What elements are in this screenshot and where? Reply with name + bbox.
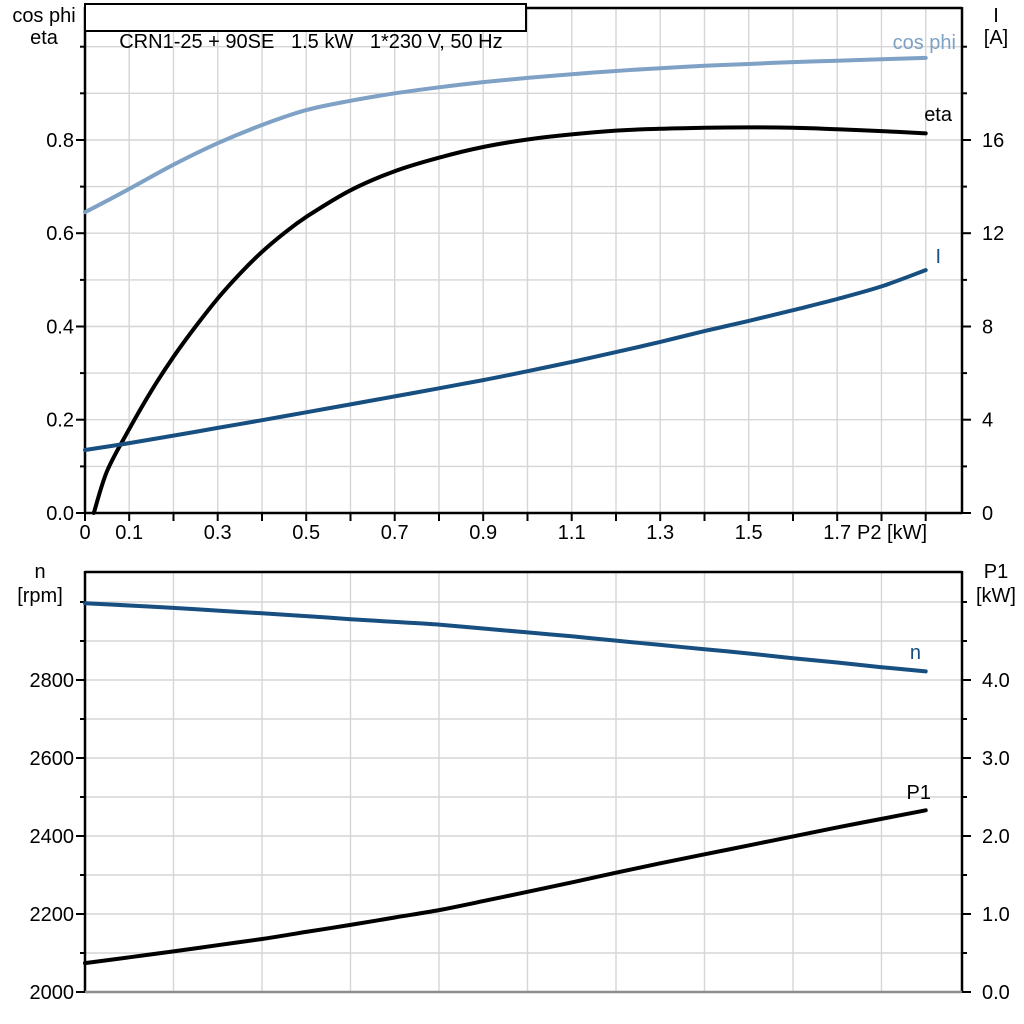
curve-label-I: I	[935, 246, 941, 268]
right-tick-label: 8	[982, 317, 993, 339]
left-tick-label: 2000	[30, 982, 75, 1004]
right-tick-label: 2.0	[982, 826, 1010, 848]
right-axis-header: [A]	[984, 27, 1008, 49]
gridlines	[85, 8, 962, 513]
left-tick-label: 0.4	[46, 317, 74, 339]
x-tick-label: 0.1	[115, 522, 143, 544]
right-tick-label: 0	[982, 503, 993, 525]
right-tick-label: 16	[982, 130, 1004, 152]
x-axis-title: P2 [kW]	[857, 522, 927, 544]
right-tick-label: 4	[982, 410, 993, 432]
plot-frame	[83, 6, 964, 515]
right-axis-header: P1	[984, 561, 1008, 583]
x-tick-label: 0	[79, 522, 90, 544]
right-tick-label: 12	[982, 223, 1004, 245]
x-tick-label: 1.7	[823, 522, 851, 544]
right-tick-label: 3.0	[982, 748, 1010, 770]
right-axis-header: I	[993, 5, 999, 27]
right-tick-label: 4.0	[982, 670, 1010, 692]
x-tick-label: 1.5	[735, 522, 763, 544]
left-tick-label: 2600	[30, 748, 75, 770]
left-axis-header: n	[34, 561, 45, 583]
left-tick-label: 2800	[30, 670, 75, 692]
chart-title: CRN1-25 + 90SE 1.5 kW 1*230 V, 50 Hz	[119, 31, 503, 53]
curve-label-P1: P1	[907, 782, 931, 804]
chart-title-box: CRN1-25 + 90SE 1.5 kW 1*230 V, 50 Hz	[84, 3, 527, 53]
curve-label-n: n	[910, 642, 921, 664]
left-tick-label: 0.6	[46, 223, 74, 245]
left-axis-header: eta	[30, 27, 59, 49]
curve-cos-phi	[83, 55, 928, 215]
curve-I	[83, 268, 928, 452]
left-tick-label: 0.2	[46, 410, 74, 432]
x-tick-label: 0.3	[204, 522, 232, 544]
left-tick-label: 0.8	[46, 130, 74, 152]
left-tick-label: 0.0	[46, 503, 74, 525]
chart-1: 200022002400260028000.01.02.03.04.0n[rpm…	[17, 561, 1016, 1004]
ticks	[76, 601, 971, 993]
curve-label-eta: eta	[924, 104, 953, 126]
left-tick-label: 2400	[30, 826, 75, 848]
curve-eta	[91, 125, 928, 515]
ticks	[76, 45, 971, 521]
left-axis-header: [rpm]	[17, 585, 63, 607]
x-tick-label: 0.9	[469, 522, 497, 544]
curve-n	[83, 601, 928, 674]
left-tick-label: 2200	[30, 904, 75, 926]
chart-0: 0 0.1 0.3 0.5 0.7 0.9 1.1 1.3 1.5 1.7 P2 [kW] 0.0 0.…	[12, 5, 1008, 544]
plot-frame	[83, 570, 964, 994]
gridlines	[85, 572, 962, 992]
curve-label-cos-phi: cos phi	[893, 32, 956, 54]
x-tick-label: 0.5	[292, 522, 320, 544]
right-tick-label: 0.0	[982, 982, 1010, 1004]
x-tick-label: 1.1	[558, 522, 586, 544]
x-tick-label: 1.3	[646, 522, 674, 544]
right-axis-header: [kW]	[976, 585, 1016, 607]
right-tick-label: 1.0	[982, 904, 1010, 926]
x-tick-label: 0.7	[381, 522, 409, 544]
curve-P1	[83, 808, 928, 966]
left-axis-header: cos phi	[12, 5, 75, 27]
